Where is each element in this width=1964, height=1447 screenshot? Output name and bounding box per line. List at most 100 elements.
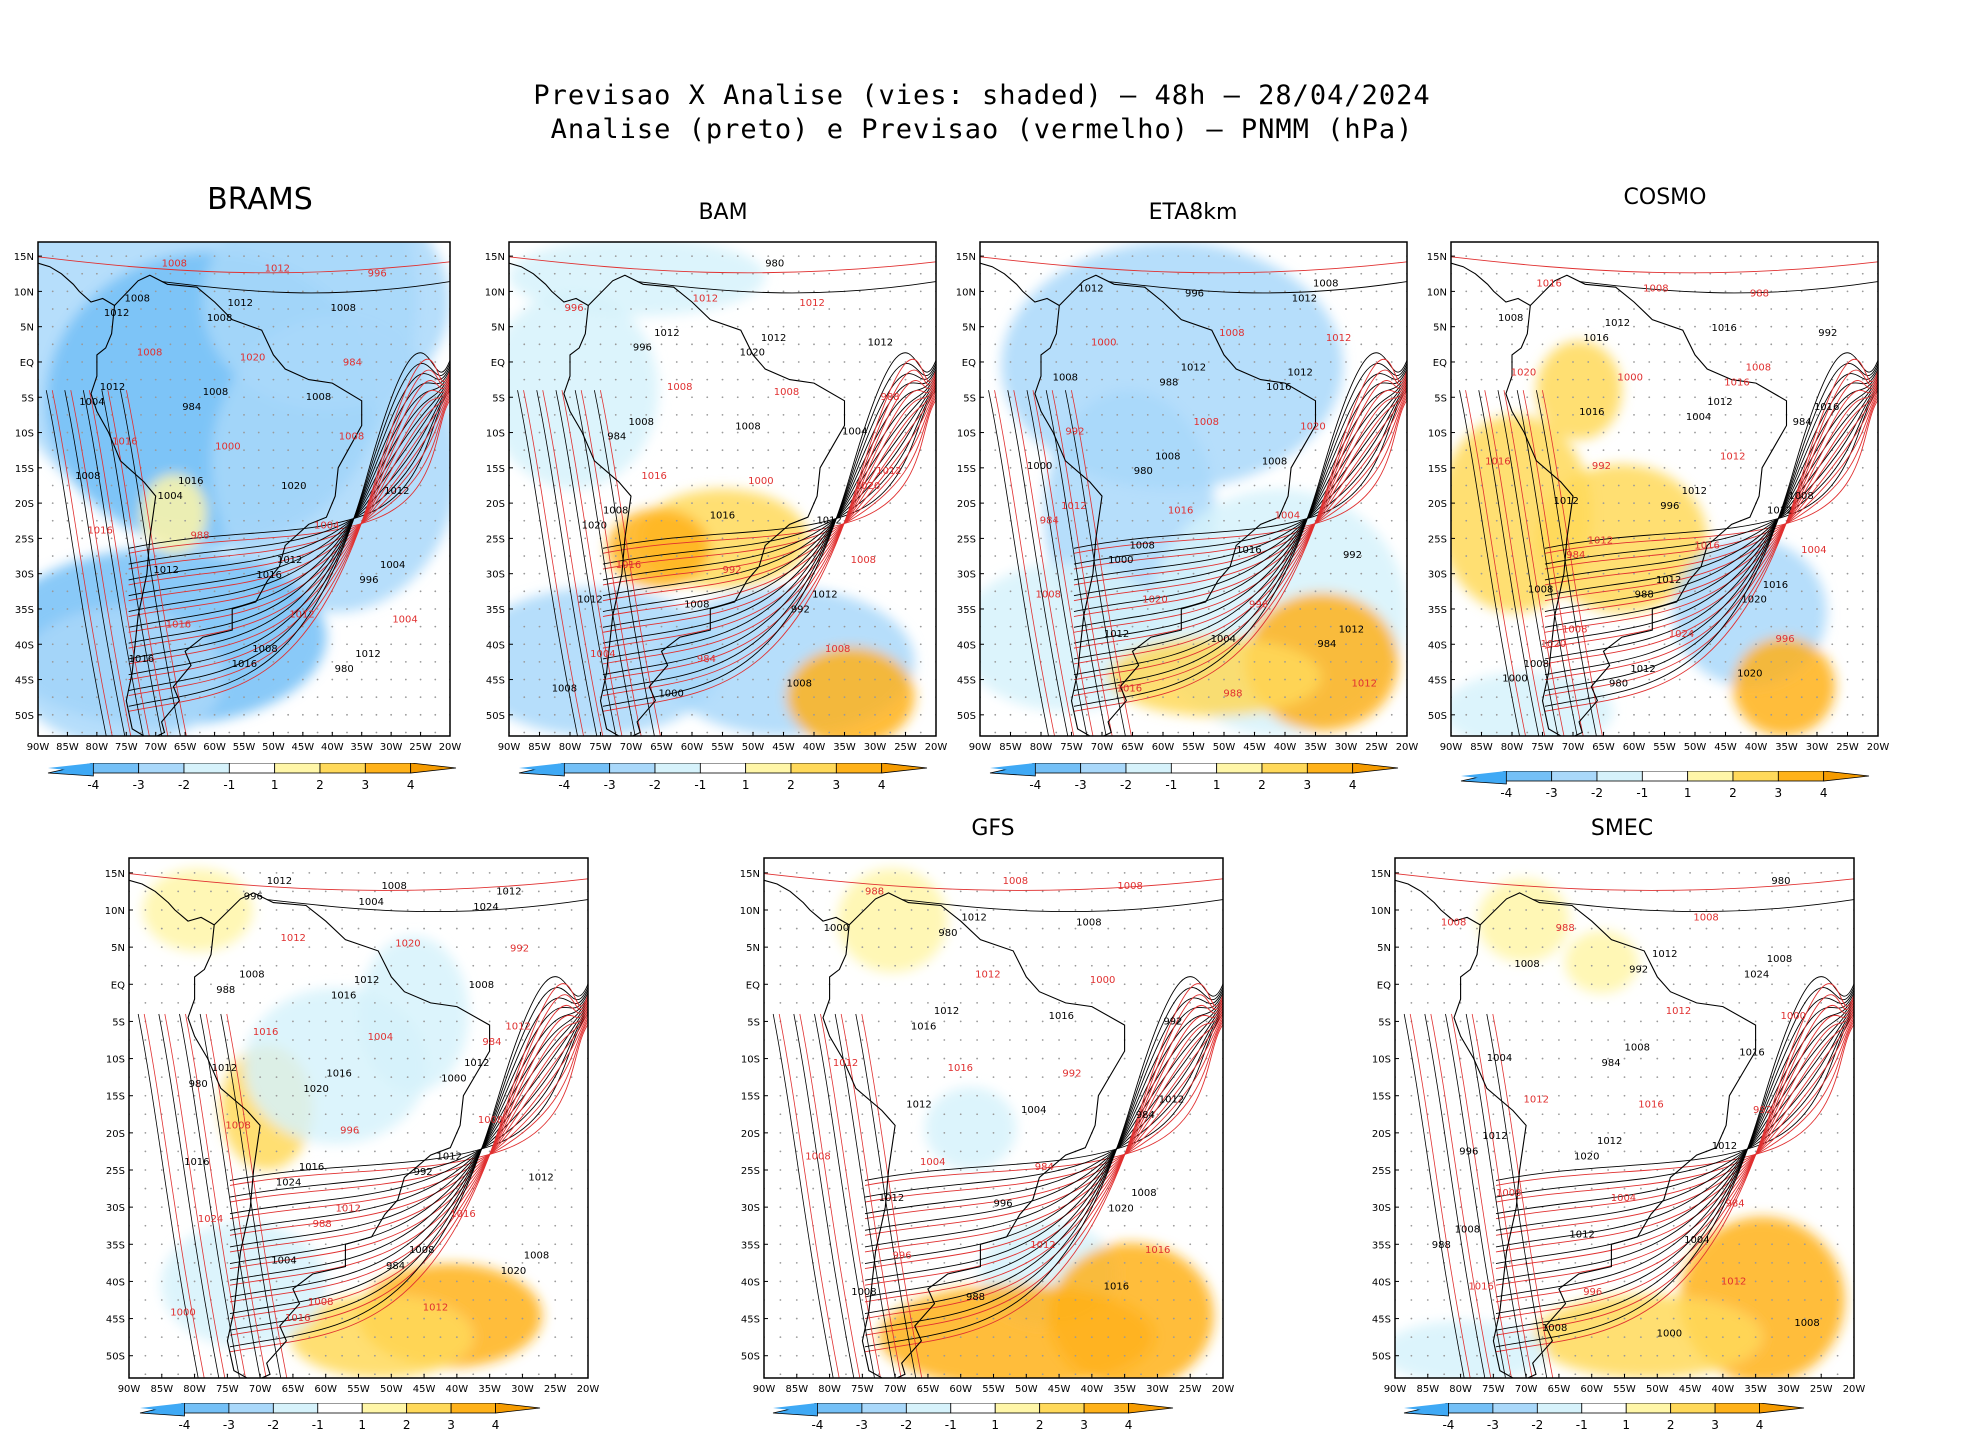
contour-label: 1008 — [603, 506, 628, 517]
contour-label: 1020 — [1108, 1204, 1133, 1215]
contour-label: 996 — [1249, 600, 1268, 611]
colorbar-segment — [746, 763, 791, 773]
colorbar-segment — [1552, 771, 1597, 781]
lon-tick-label: 40W — [1274, 742, 1297, 753]
colorbar-label: 3 — [1080, 1418, 1088, 1432]
contour-label: 1012 — [868, 338, 893, 349]
contour-label: 1004 — [368, 1032, 393, 1043]
contour-label: 1024 — [1744, 970, 1769, 981]
lat-tick-label: 5S — [1434, 393, 1447, 404]
lat-tick-label: 15S — [15, 464, 34, 475]
colorbar-segment — [610, 763, 655, 773]
colorbar-segment — [139, 763, 184, 773]
contour-label: 1016 — [450, 1209, 475, 1220]
lon-tick-label: 35W — [350, 742, 373, 753]
contour-label: 1008 — [1313, 278, 1338, 289]
contour-label: 1008 — [137, 348, 162, 359]
contour-label: 1012 — [212, 1063, 237, 1074]
contour-label: 1012 — [876, 466, 901, 477]
colorbar-label: 4 — [1820, 786, 1828, 800]
lon-tick-label: 20W — [439, 742, 462, 753]
bias-region — [488, 291, 659, 489]
colorbar-label: -1 — [223, 778, 235, 792]
contour-label: 984 — [1035, 1162, 1054, 1173]
lon-tick-label: 80W — [183, 1384, 206, 1395]
colorbar-segment — [1081, 763, 1126, 773]
lat-tick-label: 15S — [1372, 1092, 1391, 1103]
contour-label: 1008 — [787, 679, 812, 690]
lat-tick-label: 15N — [485, 252, 505, 263]
colorbar-label: 3 — [362, 778, 370, 792]
contour-label: 996 — [1660, 501, 1679, 512]
colorbar-segment — [1642, 771, 1687, 781]
colorbar-label: -2 — [1120, 778, 1132, 792]
contour-label: 1012 — [496, 886, 521, 897]
colorbar-label: 1 — [991, 1418, 999, 1432]
contour-label: 1016 — [1117, 684, 1142, 695]
lon-tick-label: 45W — [292, 742, 315, 753]
lat-tick-label: 5S — [1378, 1017, 1391, 1028]
contour-label: 1020 — [855, 481, 880, 492]
lon-tick-label: 75W — [589, 742, 612, 753]
lon-tick-label: 20W — [1212, 1384, 1235, 1395]
contour-label: 1016 — [1168, 506, 1193, 517]
contour-label: 1004 — [842, 427, 867, 438]
lat-tick-label: 50S — [15, 711, 34, 722]
colorbar-segment — [1262, 763, 1307, 773]
lon-tick-label: 45W — [413, 1384, 436, 1395]
contour-label: 1008 — [1131, 1188, 1156, 1199]
lat-tick-label: 40S — [106, 1277, 125, 1288]
colorbar-segment — [1824, 771, 1869, 781]
colorbar-label: -2 — [1591, 786, 1603, 800]
colorbar-label: -2 — [178, 778, 190, 792]
contour-label: 996 — [1185, 288, 1204, 299]
lat-tick-label: 15S — [957, 464, 976, 475]
bias-region — [1381, 1321, 1546, 1383]
contour-label: 1008 — [774, 387, 799, 398]
contour-label: 988 — [1159, 377, 1178, 388]
contour-label: 1008 — [308, 1297, 333, 1308]
contour-label: 1004 — [1684, 1235, 1709, 1246]
colorbar-label: 2 — [1667, 1418, 1675, 1432]
contour-label: 1008 — [1514, 959, 1539, 970]
lat-tick-label: EQ — [962, 358, 976, 369]
colorbar-label: 3 — [1711, 1418, 1719, 1432]
lon-tick-label: 50W — [1646, 1384, 1669, 1395]
colorbar-segment — [1040, 1403, 1084, 1413]
lat-tick-label: 30S — [957, 570, 976, 581]
colorbar-segment — [1353, 763, 1398, 773]
lat-tick-label: 30S — [486, 570, 505, 581]
contour-label: 1008 — [1542, 1323, 1567, 1334]
colorbar-label: -1 — [312, 1418, 324, 1432]
colorbar-segment — [817, 1403, 861, 1413]
contour-label: 1008 — [1767, 954, 1792, 965]
contour-label: 1008 — [1262, 456, 1287, 467]
contour-label: 988 — [1432, 1240, 1451, 1251]
contour-label: 980 — [1609, 679, 1628, 690]
contour-label: 1008 — [552, 684, 577, 695]
contour-label: 988 — [1223, 688, 1242, 699]
lat-tick-label: 5N — [491, 323, 505, 334]
contour-label: 1012 — [761, 333, 786, 344]
contour-label: 1016 — [129, 654, 154, 665]
contour-label: 1016 — [1266, 382, 1291, 393]
contour-label: 1012 — [693, 293, 718, 304]
contour-label: 1016 — [1763, 580, 1788, 591]
contour-label: 1016 — [253, 1027, 278, 1038]
contour-label: 1004 — [1021, 1105, 1046, 1116]
contour-label: 1012 — [1339, 624, 1364, 635]
lat-tick-label: 15N — [1371, 869, 1391, 880]
colorbar-label: 1 — [1684, 786, 1692, 800]
lon-tick-label: 60W — [1623, 742, 1646, 753]
contour-label: 1004 — [359, 897, 384, 908]
bias-region — [359, 936, 469, 1092]
lon-tick-label: 50W — [742, 742, 765, 753]
lon-tick-label: 90W — [753, 1384, 776, 1395]
colorbar-label: -2 — [649, 778, 661, 792]
lat-tick-label: 35S — [1372, 1240, 1391, 1251]
lon-tick-label: 70W — [1515, 1384, 1538, 1395]
contour-label: 1016 — [641, 471, 666, 482]
